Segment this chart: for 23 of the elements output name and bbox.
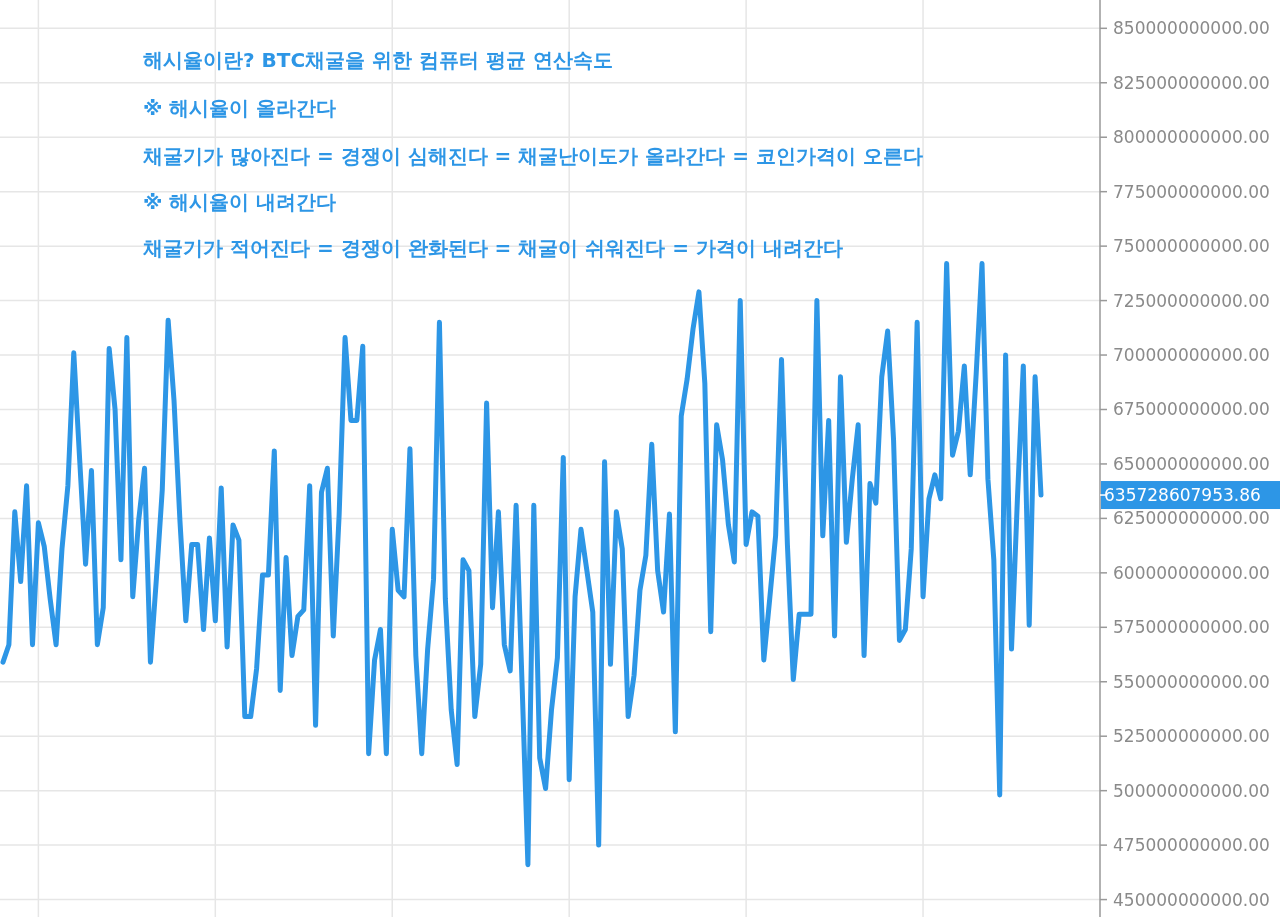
y-tick-label: 750000000000.00 — [1113, 236, 1270, 257]
y-tick-label: 700000000000.00 — [1113, 345, 1270, 366]
last-value-label: 635728607953.86 — [1099, 481, 1280, 510]
y-tick-label: 725000000000.00 — [1113, 290, 1270, 311]
note: ※ 해시율이 내려간다 — [143, 190, 337, 214]
y-tick-label: 550000000000.00 — [1113, 671, 1270, 692]
y-tick-label: 450000000000.00 — [1113, 889, 1270, 910]
y-tick-label: 675000000000.00 — [1113, 399, 1270, 420]
y-tick-label: 575000000000.00 — [1113, 617, 1270, 638]
y-tick-label: 600000000000.00 — [1113, 562, 1270, 583]
y-tick-label: 825000000000.00 — [1113, 72, 1270, 93]
y-tick-label: 800000000000.00 — [1113, 127, 1270, 148]
note: ※ 해시율이 올라간다 — [143, 96, 337, 120]
y-tick-label: 650000000000.00 — [1113, 453, 1270, 474]
note: 해시율이란? BTC채굴을 위한 컴퓨터 평균 연산속도 — [143, 48, 613, 72]
y-tick-label: 775000000000.00 — [1113, 181, 1270, 202]
note: 채굴기가 많아진다 = 경쟁이 심해진다 = 채굴난이도가 올라간다 = 코인가격이 오른다 — [143, 144, 923, 168]
y-tick-label: 850000000000.00 — [1113, 18, 1270, 39]
y-tick-label: 625000000000.00 — [1113, 508, 1270, 529]
note: 채굴기가 적어진다 = 경쟁이 완화된다 = 채굴이 쉬워진다 = 가격이 내려간다 — [143, 236, 843, 260]
y-tick-label: 475000000000.00 — [1113, 835, 1270, 856]
y-tick-label: 500000000000.00 — [1113, 780, 1270, 801]
y-tick-label: 525000000000.00 — [1113, 726, 1270, 747]
